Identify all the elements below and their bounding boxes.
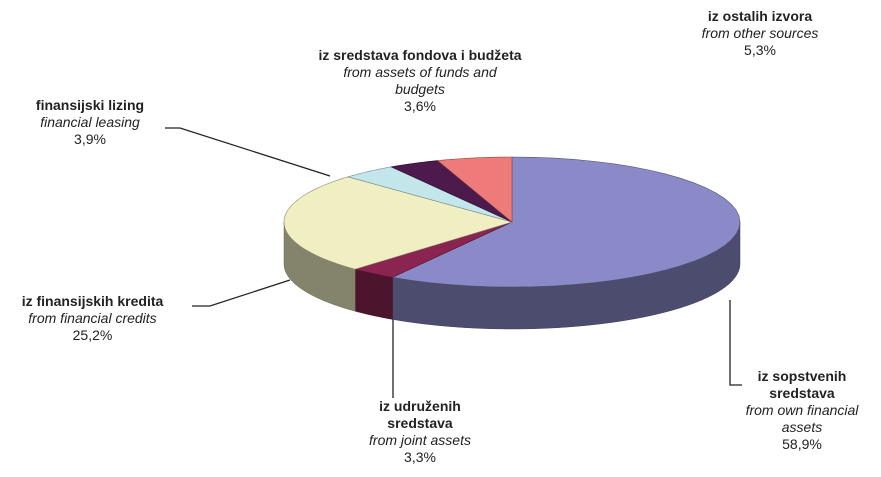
label-name: iz sredstava fondova i budžeta [318,47,522,63]
slice-label: iz sopstvenih sredstava from own financia… [722,368,881,453]
slice-label: iz sredstava fondova i budžeta from asset… [300,47,540,115]
slice-label: iz udruženih sredstava from joint assets 3… [340,398,500,466]
slice [436,156,513,223]
slice-label: iz ostalih izvora from other sources 5,3% [670,8,850,59]
data-label: 5,3% [744,42,776,58]
leader-line [729,300,742,386]
label-translation: from financial credits [28,310,157,326]
label-name: iz finansijskih kredita [21,293,164,309]
label-name: finansijski lizing [35,97,145,113]
label-translation: from other sources [701,25,819,41]
data-label: 25,2% [72,327,113,343]
slice [391,156,741,288]
slice [390,160,513,223]
data-label: 3,3% [404,449,436,465]
slice-label: finansijski lizing financial leasing 3,9% [0,97,180,148]
leader-line [165,127,331,177]
data-label: 3,6% [404,98,436,114]
label-translation: financial leasing [40,114,140,130]
label-translation: from assets of funds and budgets [343,64,497,97]
label-translation: from own financial assets [745,402,859,435]
slice-side [354,268,393,320]
label-name: iz sopstvenih sredstava [757,368,847,401]
data-label: 3,9% [74,131,106,147]
label-translation: from joint assets [369,432,471,448]
slice-label: iz finansijskih kredita from financial cr… [0,293,185,344]
leader-line [192,279,291,307]
label-name: iz udruženih sredstava [379,398,461,431]
slice [283,176,514,270]
slice [346,166,513,223]
slice [354,221,513,278]
data-label: 58,9% [782,436,822,452]
label-name: iz ostalih izvora [707,8,813,24]
